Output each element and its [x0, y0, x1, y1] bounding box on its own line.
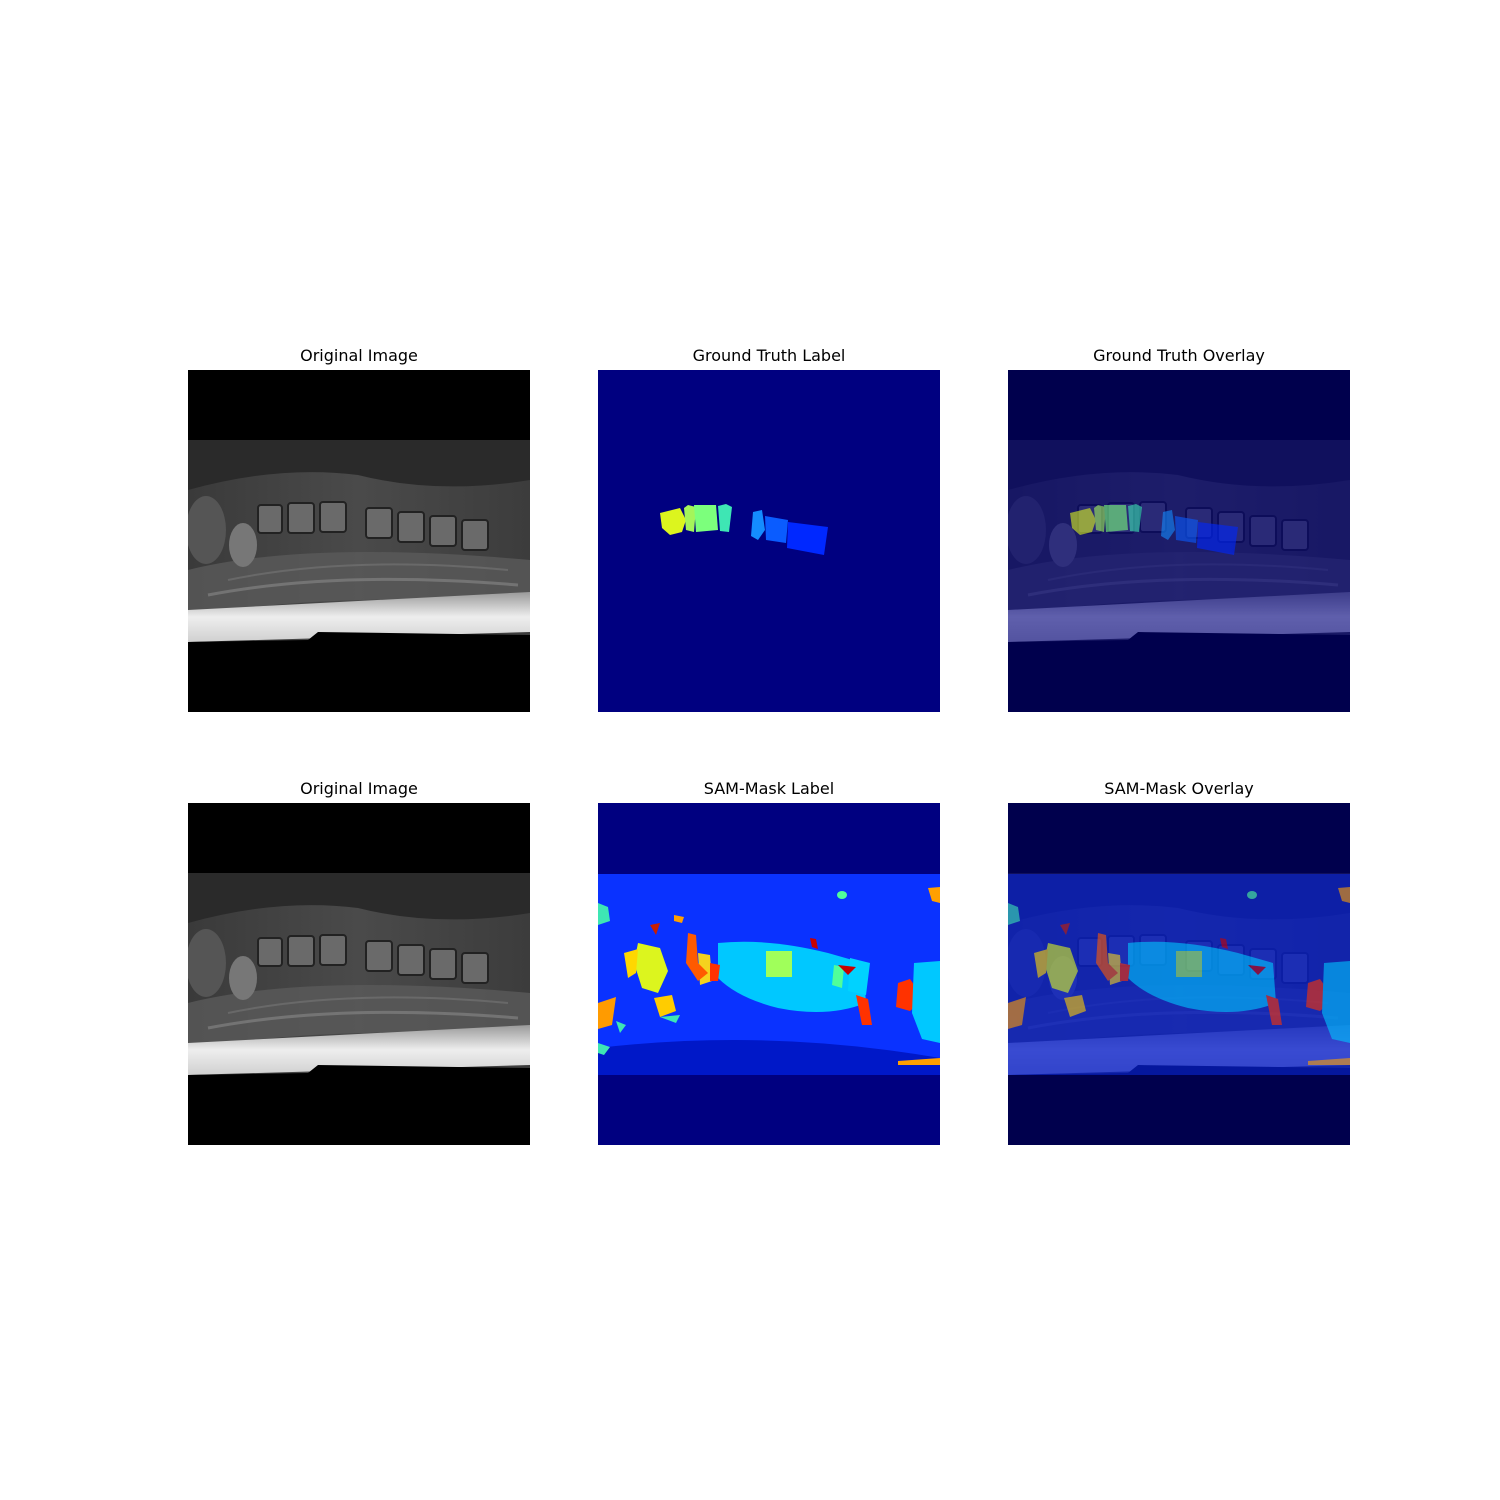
ground-truth-label-image: [598, 370, 940, 712]
title-ground-truth-label: Ground Truth Label: [692, 346, 846, 365]
sam-mask-overlay-image: [1008, 803, 1350, 1145]
original-image-bottom: [188, 803, 530, 1145]
title-ground-truth-overlay: Ground Truth Overlay: [1093, 346, 1265, 365]
title-sam-mask-overlay: SAM-Mask Overlay: [1104, 779, 1254, 798]
title-sam-mask-label: SAM-Mask Label: [703, 779, 835, 798]
title-original-image-bottom: Original Image: [300, 779, 418, 798]
title-original-image-top: Original Image: [300, 346, 418, 365]
ground-truth-overlay-image: [1008, 370, 1350, 712]
sam-mask-label-image: [598, 803, 940, 1145]
original-image-top: [188, 370, 530, 712]
